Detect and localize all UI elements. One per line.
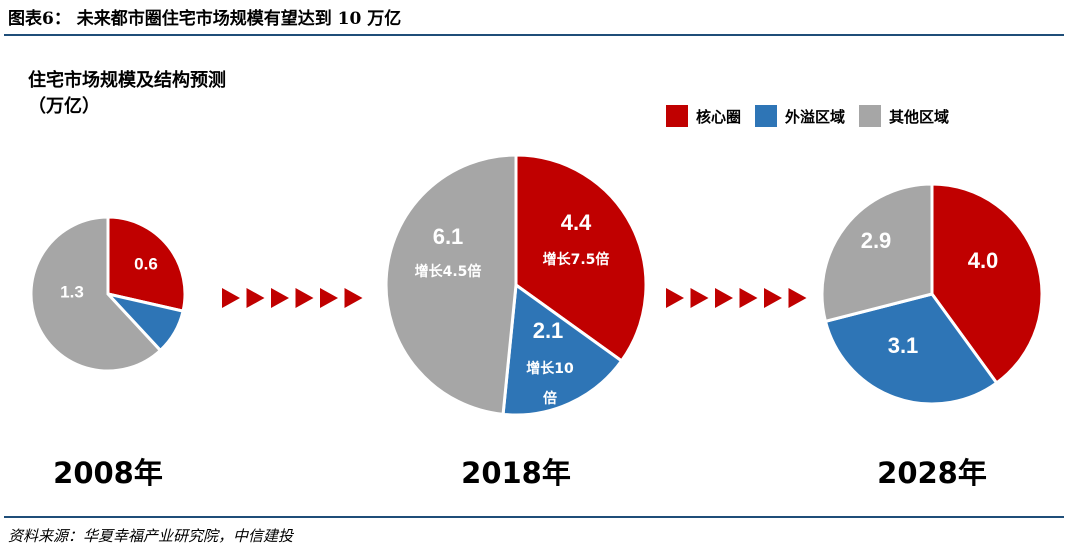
pie-0-label-other: 1.3 [60, 282, 84, 301]
pie-1-label-core: 4.4 [561, 210, 592, 235]
legend-item-other: 其他区域 [859, 105, 949, 127]
pie-1-note-other: 增长4.5倍 [415, 263, 482, 280]
pie-2-slice-overflow [823, 292, 999, 406]
chart-title-text: 住宅市场规模及结构预测 [28, 70, 226, 91]
bottom-rule [4, 516, 1064, 518]
pie-1-note-overflow: 倍 [543, 390, 557, 407]
arrow-0-3 [295, 288, 314, 308]
arrow-0-1 [246, 288, 265, 308]
pie-1-label-overflow: 2.1 [533, 318, 564, 343]
chart-title-unit: （万亿） [28, 96, 100, 117]
arrow-0-0 [222, 288, 240, 308]
pie-2-slice-core [930, 182, 1044, 386]
legend-label-overflow: 外溢区域 [785, 107, 846, 126]
arrow-1-0 [666, 288, 684, 308]
legend: 核心圈 外溢区域 其他区域 [666, 105, 949, 127]
arrow-1-5 [788, 288, 807, 308]
legend-swatch-other [859, 105, 882, 127]
pie-1-slice-core [514, 153, 648, 363]
legend-item-overflow: 外溢区域 [755, 105, 845, 127]
arrow-1-1 [690, 288, 709, 308]
source-note: 资料来源：华夏幸福产业研究院，中信建投 [8, 527, 294, 545]
arrow-0-2 [271, 288, 289, 308]
pie-2-year: 2028年 [877, 456, 987, 490]
pie-2-label-core: 4.0 [968, 248, 999, 273]
legend-item-core: 核心圈 [666, 105, 741, 127]
pie-0-slice-core [106, 215, 187, 313]
pie-1-year: 2018年 [461, 456, 571, 490]
legend-label-other: 其他区域 [889, 107, 950, 126]
pie-2-label-other: 2.9 [861, 228, 892, 253]
arrow-0-4 [320, 288, 338, 308]
pie-1-note-overflow: 增长10 [526, 360, 574, 377]
arrow-0-5 [344, 288, 363, 308]
pie-1-note-core: 增长7.5倍 [543, 251, 610, 268]
pie-1-slice-other [384, 153, 518, 416]
arrow-1-3 [739, 288, 758, 308]
pie-1-label-other: 6.1 [433, 224, 464, 249]
pie-1-slice-overflow [501, 282, 624, 417]
top-rule [4, 34, 1064, 36]
pie-2-label-overflow: 3.1 [888, 333, 919, 358]
legend-swatch-overflow [755, 105, 778, 127]
pie-0-year: 2008年 [53, 456, 163, 490]
arrow-1-4 [764, 288, 782, 308]
pie-0-label-core: 0.6 [134, 254, 158, 273]
chart-title: 住宅市场规模及结构预测 （万亿） [28, 68, 226, 120]
figure-title: 图表6： 未来都市圈住宅市场规模有望达到 10 万亿 [8, 9, 402, 29]
arrow-1-2 [715, 288, 733, 308]
pie-0-slice-other [29, 215, 163, 373]
legend-label-core: 核心圈 [696, 107, 742, 126]
legend-swatch-core [666, 105, 688, 127]
pie-2-slice-other [820, 182, 934, 324]
